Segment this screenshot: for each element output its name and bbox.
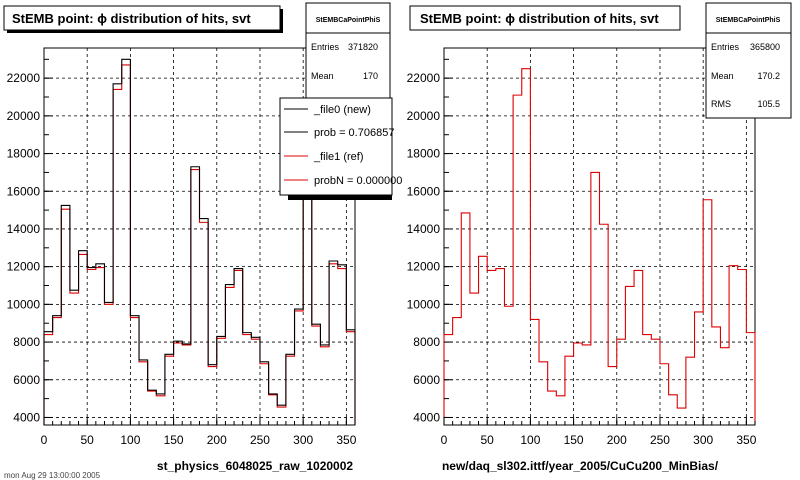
right-stats-title: StEMBCaPointPhiS	[716, 17, 781, 24]
right-y-tick-label-9: 22000	[407, 71, 441, 85]
right-y-tick-label-7: 18000	[407, 147, 441, 161]
right-stats-box: StEMBCaPointPhiS Entries 365800 Mean 170…	[705, 2, 792, 119]
left-y-tick-label-7: 18000	[7, 147, 41, 161]
left-panel: StEMB point: ϕ distribution of hits, svt…	[3, 2, 402, 480]
left-y-tick-label-2: 8000	[13, 335, 40, 349]
left-series-file0-new	[43, 58, 356, 425]
left-legend: _file0 (new) prob = 0.706857 _file1 (ref…	[279, 97, 402, 200]
right-stats-mean-label: Mean	[711, 71, 734, 81]
left-x-tick-label-7: 350	[336, 433, 356, 447]
left-x-tick-label-3: 150	[164, 433, 184, 447]
right-stats-mean-value: 170.2	[757, 71, 780, 81]
left-y-tick-label-3: 10000	[7, 297, 41, 311]
left-legend-frame	[279, 97, 393, 196]
left-stats-mean-label: Mean	[311, 71, 334, 81]
left-stats-entries-label: Entries	[311, 42, 340, 52]
legend-entry-new: _file0 (new)	[313, 104, 371, 116]
right-series-file1-ref	[443, 68, 756, 425]
left-x-tick-label-4: 200	[207, 433, 227, 447]
left-x-tick-label-2: 100	[120, 433, 140, 447]
right-x-tick-label-2: 100	[520, 433, 540, 447]
right-x-tick-label-5: 250	[650, 433, 670, 447]
legend-entry-probn: probN = 0.000000	[314, 175, 402, 187]
left-chart-title: StEMB point: ϕ distribution of hits, svt	[12, 11, 251, 26]
right-panel: StEMB point: ϕ distribution of hits, svt…	[407, 2, 792, 473]
right-y-tick-label-8: 20000	[407, 109, 441, 123]
right-chart-title: StEMB point: ϕ distribution of hits, svt	[420, 11, 659, 26]
right-x-tick-label-1: 50	[481, 433, 495, 447]
left-stats-entries-value: 371820	[348, 42, 378, 52]
right-y-axis: 4000 6000 8000 10000 12000 14000 16000 18000 200…	[407, 58, 453, 424]
left-x-axis: 0 50 100 150 200 250 300 350	[41, 417, 357, 447]
left-x-tick-label-6: 300	[293, 433, 313, 447]
right-x-tick-label-7: 350	[736, 433, 756, 447]
right-stats-rms-value: 105.5	[757, 99, 780, 109]
right-title-box	[409, 5, 681, 31]
right-x-tick-label-3: 150	[564, 433, 584, 447]
right-y-tick-label-1: 6000	[413, 373, 440, 387]
left-y-tick-label-9: 22000	[7, 71, 41, 85]
left-title-box	[3, 5, 281, 31]
right-y-tick-label-0: 4000	[413, 410, 440, 424]
left-stats-frame	[305, 2, 391, 102]
right-stats-entries-label: Entries	[711, 42, 740, 52]
left-footer-text: mon Aug 29 13:00:00 2005	[4, 471, 101, 480]
right-x-axis-label: new/daq_sl302.ittf/year_2005/CuCu200_Min…	[442, 459, 719, 473]
left-y-tick-label-0: 4000	[13, 410, 40, 424]
right-x-tick-label-6: 300	[693, 433, 713, 447]
left-stats-box: StEMBCaPointPhiS Entries 371820 Mean 170	[305, 2, 391, 102]
left-x-tick-label-0: 0	[41, 433, 48, 447]
left-title-shadow-bottom	[7, 30, 283, 33]
left-stats-title: StEMBCaPointPhiS	[316, 17, 381, 24]
left-legend-shadow	[288, 195, 392, 200]
legend-entry-ref: _file1 (ref)	[313, 151, 364, 163]
right-x-tick-label-4: 200	[607, 433, 627, 447]
left-y-tick-label-1: 6000	[13, 373, 40, 387]
right-y-tick-label-6: 16000	[407, 184, 441, 198]
right-x-axis: 0 50 100 150 200 250 300 350	[441, 417, 757, 447]
right-histograms	[443, 68, 756, 425]
right-y-tick-label-2: 8000	[413, 335, 440, 349]
left-y-axis: 4000 6000 8000 10000 12000 14000 16000 18000 200…	[7, 58, 53, 424]
left-y-tick-label-8: 20000	[7, 109, 41, 123]
left-y-tick-label-4: 12000	[7, 260, 41, 274]
left-y-tick-label-6: 16000	[7, 184, 41, 198]
right-y-tick-label-3: 10000	[407, 297, 441, 311]
left-x-axis-label: st_physics_6048025_raw_1020002	[157, 459, 353, 473]
right-stats-entries-value: 365800	[750, 42, 780, 52]
left-title-shadow	[280, 9, 283, 33]
right-y-tick-label-4: 12000	[407, 260, 441, 274]
right-y-tick-label-5: 14000	[407, 222, 441, 236]
left-histograms	[43, 58, 356, 425]
left-x-tick-label-1: 50	[81, 433, 95, 447]
legend-entry-prob: prob = 0.706857	[314, 127, 394, 139]
left-y-tick-label-5: 14000	[7, 222, 41, 236]
right-stats-rms-label: RMS	[711, 99, 731, 109]
right-x-tick-label-0: 0	[441, 433, 448, 447]
left-x-tick-label-5: 250	[250, 433, 270, 447]
left-stats-mean-value: 170	[363, 71, 378, 81]
right-stats-frame	[705, 2, 792, 119]
